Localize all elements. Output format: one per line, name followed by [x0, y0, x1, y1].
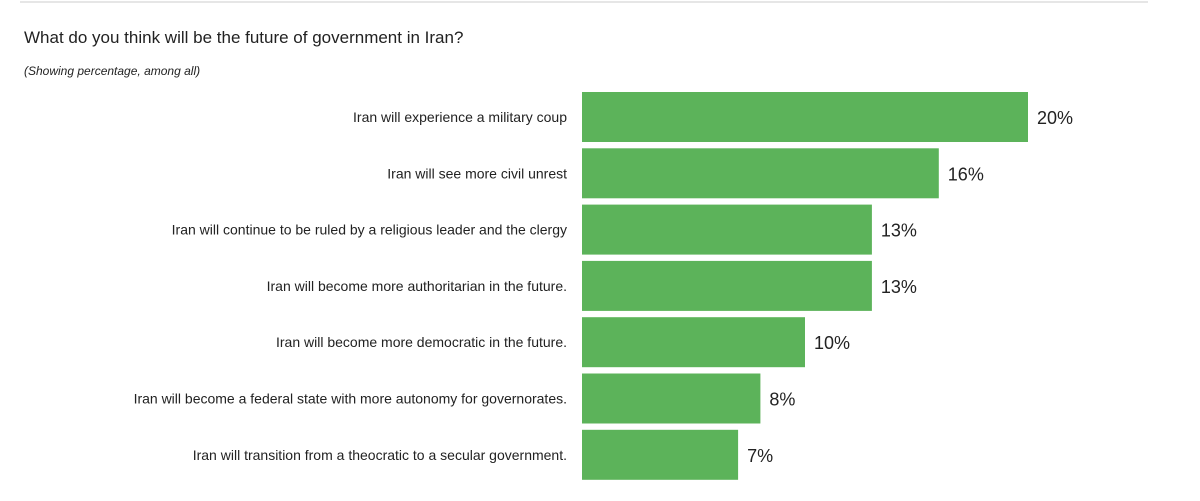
bar — [582, 92, 1028, 142]
category-label: Iran will become more democratic in the … — [276, 334, 567, 350]
value-label: 20% — [1037, 108, 1073, 128]
category-label: Iran will experience a military coup — [353, 109, 567, 125]
value-label: 10% — [814, 333, 850, 353]
value-label: 13% — [881, 221, 917, 241]
top-divider — [20, 1, 1148, 3]
bar — [582, 429, 739, 480]
category-label: Iran will continue to be ruled by a reli… — [172, 222, 567, 238]
bar — [582, 204, 872, 255]
bar — [582, 317, 805, 368]
chart-subtitle: (Showing percentage, among all) — [24, 64, 201, 78]
category-label: Iran will transition from a theocratic t… — [193, 447, 567, 463]
bar — [582, 260, 872, 311]
value-label: 16% — [948, 164, 984, 184]
value-label: 7% — [747, 446, 773, 466]
category-label: Iran will become a federal state with mo… — [134, 391, 567, 407]
chart-title: What do you think will be the future of … — [24, 28, 464, 47]
value-label: 8% — [769, 390, 795, 410]
bar — [582, 148, 939, 199]
category-label: Iran will become more authoritarian in t… — [267, 278, 567, 294]
value-label: 13% — [881, 277, 917, 297]
bar — [582, 373, 761, 424]
category-label: Iran will see more civil unrest — [387, 165, 567, 181]
